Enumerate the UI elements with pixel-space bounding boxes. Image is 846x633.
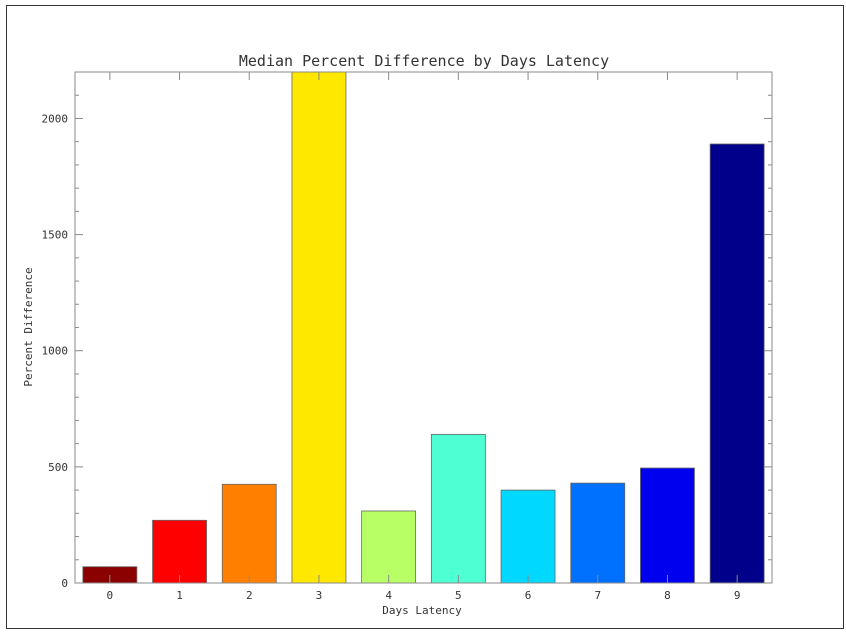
x-tick-label-1: 1 [176,589,183,602]
bar-4 [361,510,417,584]
y-tick-label-2000: 2000 [42,112,69,125]
x-tick-label-9: 9 [734,589,741,602]
bar-5 [430,433,486,584]
x-tick-label-7: 7 [594,589,601,602]
chart-title: Median Percent Difference by Days Latenc… [239,52,609,70]
bar-6 [500,489,556,584]
bar-7 [570,482,626,584]
y-tick-label-1500: 1500 [42,229,69,242]
x-tick-label-0: 0 [107,589,114,602]
y-tick-label-0: 0 [61,577,68,590]
y-tick-label-500: 500 [48,461,68,474]
x-tick-label-6: 6 [525,589,532,602]
chart-frame [6,5,844,629]
bar-1 [152,519,207,584]
x-tick-label-5: 5 [455,589,462,602]
axes-group: 0 500 1000 1500 2000 0 1 2 3 4 5 6 7 8 9 [42,71,773,602]
bar-3 [291,71,347,584]
bar-2 [221,483,277,584]
bar-8 [640,467,695,584]
x-axis-label: Days Latency [382,604,462,617]
bars-group [82,71,765,584]
y-axis-label: Percent Difference [22,267,35,386]
bar-9 [709,143,765,584]
y-tick-label-1000: 1000 [42,345,69,358]
x-tick-label-2: 2 [246,589,253,602]
x-tick-label-4: 4 [385,589,392,602]
x-tick-label-3: 3 [316,589,323,602]
x-tick-label-8: 8 [664,589,671,602]
